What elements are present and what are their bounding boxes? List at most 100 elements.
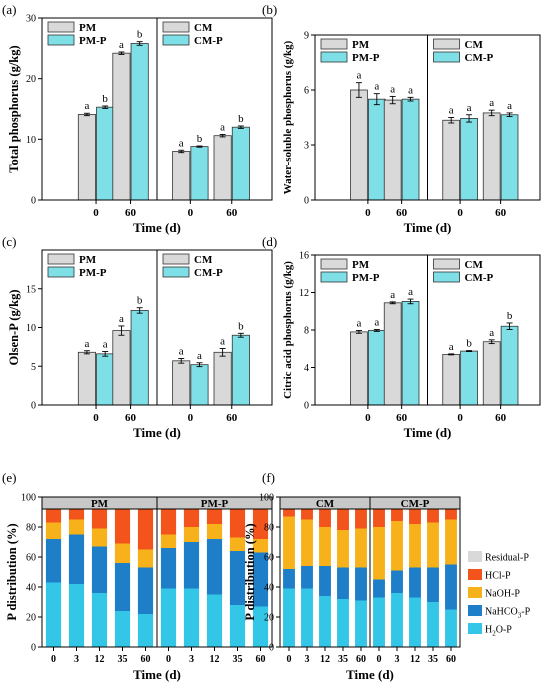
panel-letter: (d) bbox=[262, 234, 277, 249]
stack-nahco3-p-12 bbox=[319, 566, 331, 596]
header-label-cm-p: CM-P bbox=[401, 498, 430, 510]
stack-naoh-p-12 bbox=[409, 524, 421, 568]
y-axis-title: P distribution (%) bbox=[243, 523, 257, 620]
significance-label: a bbox=[356, 317, 361, 329]
y-tick-label: 100 bbox=[21, 493, 36, 504]
bar-cm-60 bbox=[482, 341, 501, 406]
x-tick-label: 0 bbox=[377, 654, 382, 665]
significance-label: a bbox=[467, 102, 472, 114]
stack-h2o-p-12 bbox=[409, 597, 421, 647]
y-tick-label: 3 bbox=[304, 141, 309, 152]
bar-pm-60 bbox=[383, 302, 402, 406]
significance-label: b bbox=[507, 310, 513, 322]
x-tick-label: 0 bbox=[457, 207, 463, 219]
significance-label: b bbox=[238, 320, 244, 332]
legend-label-residual-p: Residual-P bbox=[485, 553, 529, 564]
x-axis-title: Time (d) bbox=[404, 220, 452, 235]
bar-pm-60 bbox=[112, 52, 131, 201]
y-tick-label: 0 bbox=[31, 643, 36, 654]
stack-naoh-p-0 bbox=[45, 522, 62, 539]
legend-label-pm-p: PM-P bbox=[352, 52, 380, 64]
significance-label: b bbox=[238, 113, 244, 125]
plot-frame bbox=[314, 254, 541, 406]
bar-pm-0 bbox=[77, 114, 96, 201]
stack-h2o-p-0 bbox=[373, 597, 385, 647]
stack-naoh-p-35 bbox=[427, 522, 439, 568]
bar-cm-p-60 bbox=[231, 334, 250, 406]
significance-label: a bbox=[179, 346, 184, 358]
legend-swatch-cm bbox=[433, 38, 460, 50]
y-tick-label: 10 bbox=[26, 135, 36, 146]
legend-label-nahco3-p: NaHCO3-P bbox=[485, 607, 531, 620]
x-tick-label: 35 bbox=[338, 654, 348, 665]
bar-cm-60 bbox=[213, 351, 232, 406]
x-tick-label: 60 bbox=[396, 207, 408, 219]
bar-cm-p-60 bbox=[231, 126, 250, 201]
legend-label-cm-p: CM-P bbox=[194, 35, 223, 47]
stack-h2o-p-12 bbox=[319, 596, 331, 647]
significance-label: a bbox=[197, 350, 202, 362]
stack-h2o-p-3 bbox=[183, 588, 200, 647]
y-tick-label: 20 bbox=[26, 613, 36, 624]
stack-nahco3-p-0 bbox=[373, 579, 385, 598]
x-tick-label: 60 bbox=[226, 412, 238, 424]
bar-cm-60 bbox=[482, 112, 501, 201]
x-tick-label: 35 bbox=[233, 654, 243, 665]
stack-hcl-p-60 bbox=[355, 497, 367, 529]
x-tick-label: 60 bbox=[141, 654, 151, 665]
y-tick-label: 60 bbox=[26, 553, 36, 564]
significance-label: a bbox=[179, 137, 184, 149]
significance-label: b bbox=[197, 133, 203, 145]
legend-label-pm: PM bbox=[79, 254, 97, 266]
stack-h2o-p-35 bbox=[114, 611, 131, 647]
x-tick-label: 35 bbox=[118, 654, 128, 665]
x-tick-label: 0 bbox=[287, 654, 292, 665]
legend-swatch-pm bbox=[47, 253, 75, 265]
stack-nahco3-p-35 bbox=[114, 563, 131, 611]
significance-label: a bbox=[84, 338, 89, 350]
x-tick-label: 3 bbox=[395, 654, 400, 665]
legend-swatch-hcl-p bbox=[468, 569, 482, 580]
bar-cm-p-0 bbox=[190, 146, 209, 201]
stack-h2o-p-60 bbox=[445, 609, 457, 647]
plot-frame bbox=[279, 496, 461, 648]
legend-swatch-pm-p bbox=[47, 34, 75, 46]
legend-label-cm-p: CM-P bbox=[465, 52, 494, 64]
x-tick-label: 0 bbox=[93, 412, 99, 424]
y-tick-label: 0 bbox=[269, 643, 274, 654]
x-tick-label: 60 bbox=[125, 207, 137, 219]
significance-label: a bbox=[84, 100, 89, 112]
bar-cm-p-0 bbox=[460, 118, 478, 201]
bar-cm-p-0 bbox=[190, 364, 209, 406]
panel-letter: (f) bbox=[262, 470, 275, 485]
bar-pm-60 bbox=[112, 330, 131, 406]
significance-label: a bbox=[374, 81, 379, 93]
bar-pm-0 bbox=[77, 351, 96, 406]
stack-nahco3-p-35 bbox=[337, 567, 349, 599]
x-tick-label: 60 bbox=[356, 654, 366, 665]
stack-naoh-p-3 bbox=[301, 519, 313, 566]
stack-naoh-p-35 bbox=[229, 537, 246, 551]
significance-label: a bbox=[489, 97, 494, 109]
stack-nahco3-p-3 bbox=[301, 566, 313, 589]
y-axis-title: Olsen-P (g/kg) bbox=[7, 289, 21, 365]
y-axis-title: P distribution (%) bbox=[5, 523, 19, 620]
y-tick-label: 40 bbox=[264, 583, 274, 594]
significance-label: a bbox=[119, 313, 124, 325]
stack-naoh-p-3 bbox=[183, 527, 200, 542]
x-axis-title: Time (d) bbox=[404, 425, 452, 440]
stack-h2o-p-35 bbox=[337, 599, 349, 647]
bar-cm-0 bbox=[172, 151, 191, 201]
stack-naoh-p-12 bbox=[319, 527, 331, 566]
stack-h2o-p-12 bbox=[91, 593, 108, 647]
y-tick-label: 10 bbox=[26, 323, 36, 334]
bar-cm-p-60 bbox=[500, 325, 519, 406]
significance-label: a bbox=[408, 84, 413, 96]
stack-h2o-p-60 bbox=[355, 600, 367, 647]
stack-nahco3-p-60 bbox=[252, 552, 269, 607]
x-axis-title: Time (d) bbox=[346, 667, 394, 682]
x-axis-title: Time (d) bbox=[133, 220, 181, 235]
legend-swatch-cm-p bbox=[162, 266, 190, 278]
bar-pm-p-0 bbox=[96, 353, 115, 406]
